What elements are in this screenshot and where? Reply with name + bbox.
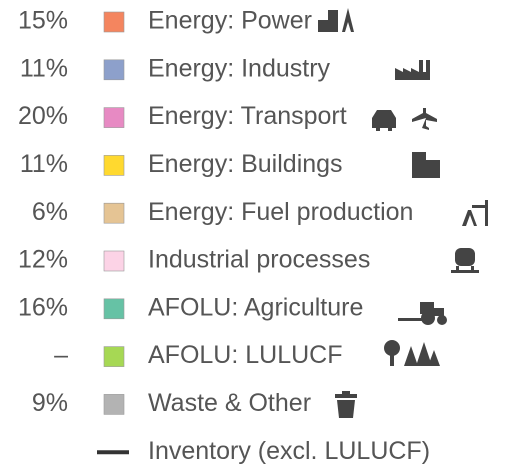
- item-label: Energy: Power: [148, 7, 312, 35]
- item-label: Energy: Buildings: [148, 150, 343, 178]
- item-label: Inventory (excl. LULUCF): [148, 437, 430, 465]
- swatch: [103, 59, 125, 81]
- industrial-processes-icon: [451, 248, 479, 273]
- power-icon: [318, 8, 354, 32]
- swatch: [103, 202, 125, 224]
- swatch: [103, 155, 125, 176]
- share-label: 6%: [32, 198, 68, 226]
- item-label: Waste & Other: [148, 389, 311, 417]
- waste-icon: [335, 391, 357, 418]
- item-label: AFOLU: LULUCF: [148, 341, 342, 369]
- item-label: Energy: Fuel production: [148, 198, 413, 226]
- share-label: 20%: [18, 102, 68, 130]
- share-label: 11%: [20, 54, 68, 82]
- item-label: Energy: Industry: [148, 54, 331, 82]
- lulucf-icon: [384, 340, 440, 366]
- swatch: [103, 11, 125, 33]
- share-label: 15%: [18, 7, 68, 35]
- item-label: AFOLU: Agriculture: [148, 293, 363, 321]
- item-label: Energy: Transport: [148, 102, 347, 130]
- item-label: Industrial processes: [148, 246, 370, 274]
- transport-icon: [372, 108, 437, 131]
- share-label: 16%: [18, 293, 68, 321]
- share-label: 9%: [32, 389, 68, 417]
- swatch: [103, 250, 125, 272]
- share-label: 11%: [20, 150, 68, 178]
- swatch: [103, 346, 125, 367]
- swatch: [103, 107, 125, 128]
- icons: [318, 8, 488, 418]
- share-label: –: [54, 341, 68, 369]
- share-label: 12%: [18, 246, 68, 274]
- industry-icon: [395, 60, 430, 80]
- buildings-icon: [412, 152, 440, 178]
- swatch: [103, 394, 125, 415]
- agriculture-icon: [398, 302, 447, 325]
- swatch: [103, 298, 125, 320]
- fuel-production-icon: [462, 200, 488, 226]
